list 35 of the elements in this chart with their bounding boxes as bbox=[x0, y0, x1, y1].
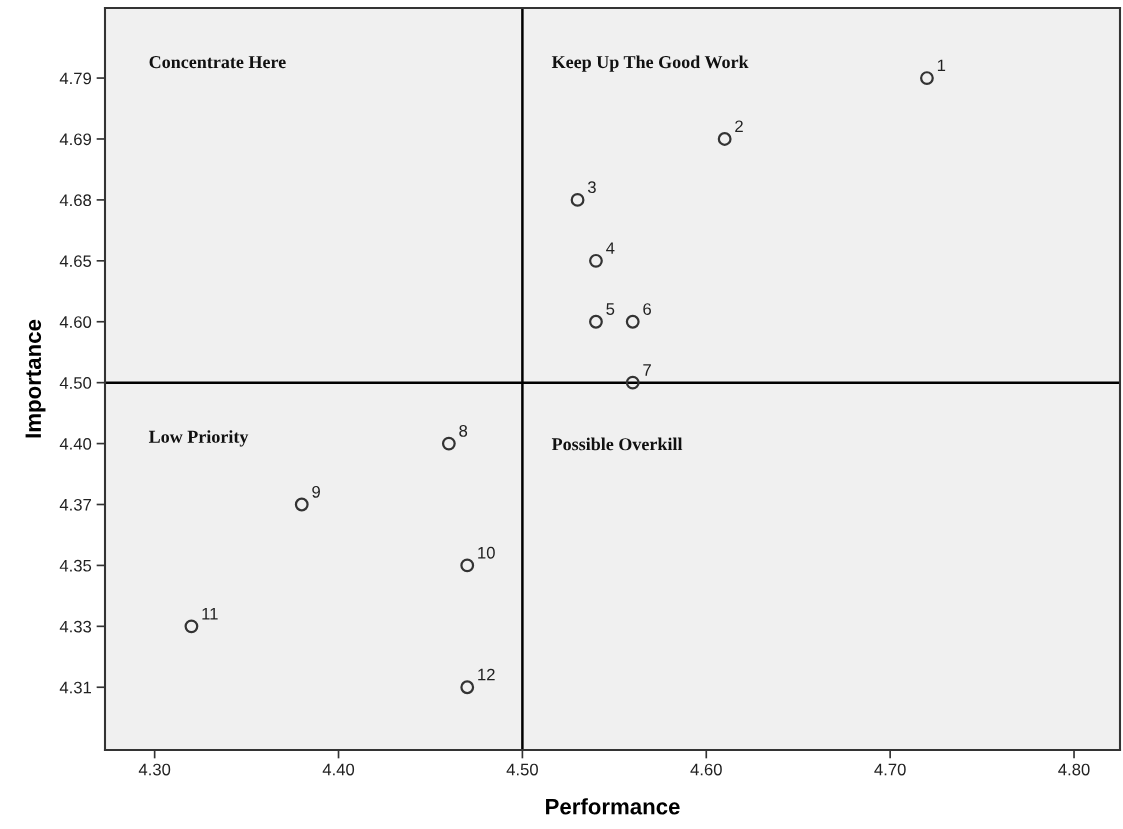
y-tick-label: 4.33 bbox=[59, 620, 92, 633]
annotation: 6 bbox=[643, 303, 651, 315]
annotation: 4 bbox=[606, 242, 615, 254]
annotation: 3 bbox=[587, 181, 596, 194]
annotation: Keep Up The Good Work bbox=[551, 55, 749, 72]
y-axis-title: Importance bbox=[25, 319, 46, 438]
annotation: 8 bbox=[459, 424, 468, 437]
y-tick-label: 4.65 bbox=[59, 255, 92, 268]
annotation: 5 bbox=[606, 303, 615, 315]
annotation: 1 bbox=[937, 59, 946, 72]
x-tick-label: 4.50 bbox=[506, 763, 538, 776]
annotation: Low Priority bbox=[148, 430, 249, 447]
annotation: 12 bbox=[478, 668, 495, 681]
y-tick-label: 4.68 bbox=[59, 194, 92, 207]
y-tick-label: 4.40 bbox=[59, 437, 92, 450]
annotation: Possible Overkill bbox=[551, 437, 683, 451]
y-tick-label: 4.50 bbox=[59, 377, 92, 389]
annotation: 10 bbox=[478, 546, 495, 559]
annotation: 2 bbox=[735, 120, 743, 133]
annotation: Concentrate Here bbox=[149, 56, 286, 69]
x-tick-label: 4.30 bbox=[138, 763, 171, 776]
y-tick-label: 4.69 bbox=[59, 133, 92, 146]
y-tick-label: 4.60 bbox=[59, 316, 92, 328]
y-tick-label: 4.37 bbox=[59, 498, 91, 511]
x-tick-label: 4.70 bbox=[874, 763, 906, 776]
annotation: 9 bbox=[312, 485, 320, 498]
annotation: 11 bbox=[202, 607, 218, 620]
x-tick-label: 4.80 bbox=[1058, 763, 1090, 776]
y-tick-label: 4.35 bbox=[59, 559, 92, 572]
x-tick-label: 4.60 bbox=[690, 763, 722, 776]
x-axis-title: Performance bbox=[546, 798, 680, 815]
annotation: 7 bbox=[643, 364, 651, 376]
y-tick-label: 4.31 bbox=[59, 681, 91, 694]
y-tick-label: 4.79 bbox=[59, 72, 92, 85]
x-tick-label: 4.40 bbox=[322, 763, 355, 776]
